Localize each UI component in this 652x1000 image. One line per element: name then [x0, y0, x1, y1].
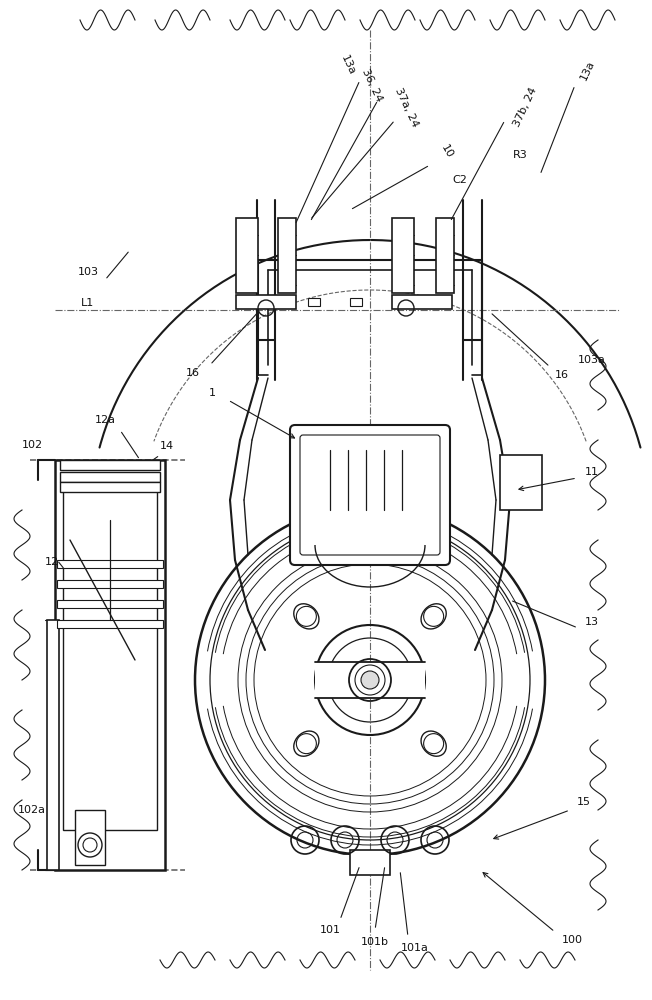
Text: 12a: 12a: [95, 415, 115, 425]
Text: 13a: 13a: [339, 53, 357, 77]
Text: 37a, 24: 37a, 24: [394, 86, 421, 128]
Circle shape: [361, 671, 379, 689]
Text: 16: 16: [555, 370, 569, 380]
Bar: [57, 620, 163, 628]
Bar: [47, 620, 59, 870]
Text: 101: 101: [319, 925, 340, 935]
Text: 101b: 101b: [361, 937, 389, 947]
Bar: [350, 298, 362, 306]
Bar: [60, 482, 160, 492]
Text: 36, 24: 36, 24: [360, 67, 384, 103]
Text: 37b, 24: 37b, 24: [512, 86, 539, 128]
Text: C2: C2: [452, 175, 467, 185]
Text: R3: R3: [512, 150, 527, 160]
Bar: [308, 298, 320, 306]
Ellipse shape: [294, 731, 319, 756]
Circle shape: [83, 838, 97, 852]
Bar: [55, 460, 165, 870]
Text: 11: 11: [585, 467, 599, 477]
Text: 10: 10: [439, 143, 455, 161]
Bar: [60, 460, 160, 470]
Text: 103a: 103a: [578, 355, 606, 365]
Text: 103: 103: [78, 267, 98, 277]
Text: 102a: 102a: [18, 805, 46, 815]
Bar: [57, 560, 163, 568]
Bar: [278, 218, 296, 293]
Text: 14: 14: [160, 441, 174, 451]
Bar: [392, 295, 452, 309]
Text: L1: L1: [82, 298, 95, 308]
Text: 102: 102: [22, 440, 42, 450]
Text: 1: 1: [209, 388, 216, 398]
Bar: [350, 850, 390, 875]
Text: 13a: 13a: [579, 58, 597, 82]
Bar: [236, 295, 296, 309]
Bar: [392, 218, 414, 293]
Bar: [315, 662, 425, 698]
Bar: [57, 580, 163, 588]
Bar: [500, 455, 542, 510]
Text: 100: 100: [561, 935, 582, 945]
Bar: [75, 810, 105, 865]
Ellipse shape: [421, 731, 446, 756]
Ellipse shape: [294, 604, 319, 629]
Bar: [436, 218, 454, 293]
FancyBboxPatch shape: [290, 425, 450, 565]
Text: 15: 15: [577, 797, 591, 807]
Bar: [236, 218, 258, 293]
FancyBboxPatch shape: [300, 435, 440, 555]
Bar: [57, 600, 163, 608]
Text: 16: 16: [186, 368, 200, 378]
Text: 12: 12: [45, 557, 59, 567]
Bar: [60, 472, 160, 482]
Ellipse shape: [421, 604, 446, 629]
Text: 101a: 101a: [401, 943, 429, 953]
Text: 13: 13: [585, 617, 599, 627]
Bar: [63, 480, 157, 830]
